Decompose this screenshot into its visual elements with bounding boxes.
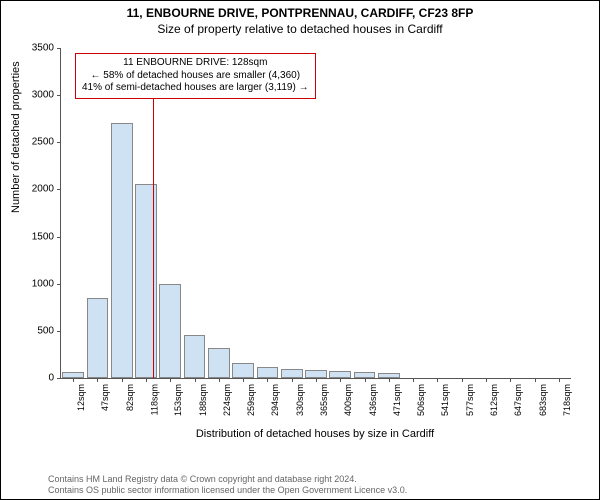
x-tick-label: 294sqm: [270, 384, 280, 416]
annotation-line-2: ← 58% of detached houses are smaller (4,…: [82, 70, 309, 83]
x-tick-label: 506sqm: [416, 384, 426, 416]
x-tick-label: 718sqm: [562, 384, 572, 416]
histogram-bar: [87, 298, 109, 378]
y-tick-label: 2000: [32, 184, 54, 195]
x-tick-label: 541sqm: [440, 384, 450, 416]
x-tick-label: 153sqm: [173, 384, 183, 416]
histogram-bar: [111, 123, 133, 378]
x-tick-label: 259sqm: [246, 384, 256, 416]
y-tick-label: 0: [48, 373, 54, 384]
annotation-line-1: 11 ENBOURNE DRIVE: 128sqm: [82, 57, 309, 70]
y-tick-mark: [57, 48, 61, 49]
footer-line-2: Contains OS public sector information li…: [48, 485, 407, 496]
annotation-box: 11 ENBOURNE DRIVE: 128sqm ← 58% of detac…: [75, 53, 316, 99]
histogram-bar: [159, 284, 181, 378]
y-tick-label: 2500: [32, 137, 54, 148]
histogram-bar: [305, 370, 327, 378]
histogram-bar: [329, 371, 351, 378]
y-tick-label: 500: [37, 325, 54, 336]
x-tick-label: 224sqm: [222, 384, 232, 416]
histogram-bar: [257, 367, 279, 378]
footer-line-1: Contains HM Land Registry data © Crown c…: [48, 474, 407, 485]
x-axis-label: Distribution of detached houses by size …: [60, 428, 570, 440]
y-tick-mark: [57, 142, 61, 143]
y-tick-mark: [57, 189, 61, 190]
footer-attribution: Contains HM Land Registry data © Crown c…: [48, 474, 407, 497]
x-tick-label: 47sqm: [100, 384, 110, 411]
histogram-bar: [232, 363, 254, 378]
title-sub: Size of property relative to detached ho…: [0, 20, 600, 36]
x-tick-label: 647sqm: [513, 384, 523, 416]
y-tick-mark: [57, 284, 61, 285]
x-tick-label: 471sqm: [392, 384, 402, 416]
y-tick-label: 1500: [32, 231, 54, 242]
marker-line: [153, 74, 154, 378]
histogram-bar: [184, 335, 206, 378]
y-tick-mark: [57, 331, 61, 332]
title-main: 11, ENBOURNE DRIVE, PONTPRENNAU, CARDIFF…: [0, 0, 600, 20]
y-axis-ticks: 0500100015002000250030003500: [0, 48, 60, 378]
x-tick-label: 365sqm: [319, 384, 329, 416]
y-tick-label: 3500: [32, 43, 54, 54]
x-tick-label: 577sqm: [465, 384, 475, 416]
x-tick-label: 400sqm: [343, 384, 353, 416]
x-tick-label: 683sqm: [538, 384, 548, 416]
histogram-bar: [208, 348, 230, 378]
annotation-line-3: 41% of semi-detached houses are larger (…: [82, 82, 309, 95]
y-tick-mark: [57, 95, 61, 96]
x-tick-label: 12sqm: [76, 384, 86, 411]
y-tick-mark: [57, 237, 61, 238]
x-tick-label: 82sqm: [125, 384, 135, 411]
x-tick-label: 188sqm: [198, 384, 208, 416]
histogram-bar: [281, 369, 303, 378]
x-tick-label: 436sqm: [368, 384, 378, 416]
x-tick-label: 612sqm: [489, 384, 499, 416]
y-tick-label: 3000: [32, 90, 54, 101]
y-tick-label: 1000: [32, 278, 54, 289]
x-tick-label: 330sqm: [295, 384, 305, 416]
x-tick-label: 118sqm: [149, 384, 159, 415]
